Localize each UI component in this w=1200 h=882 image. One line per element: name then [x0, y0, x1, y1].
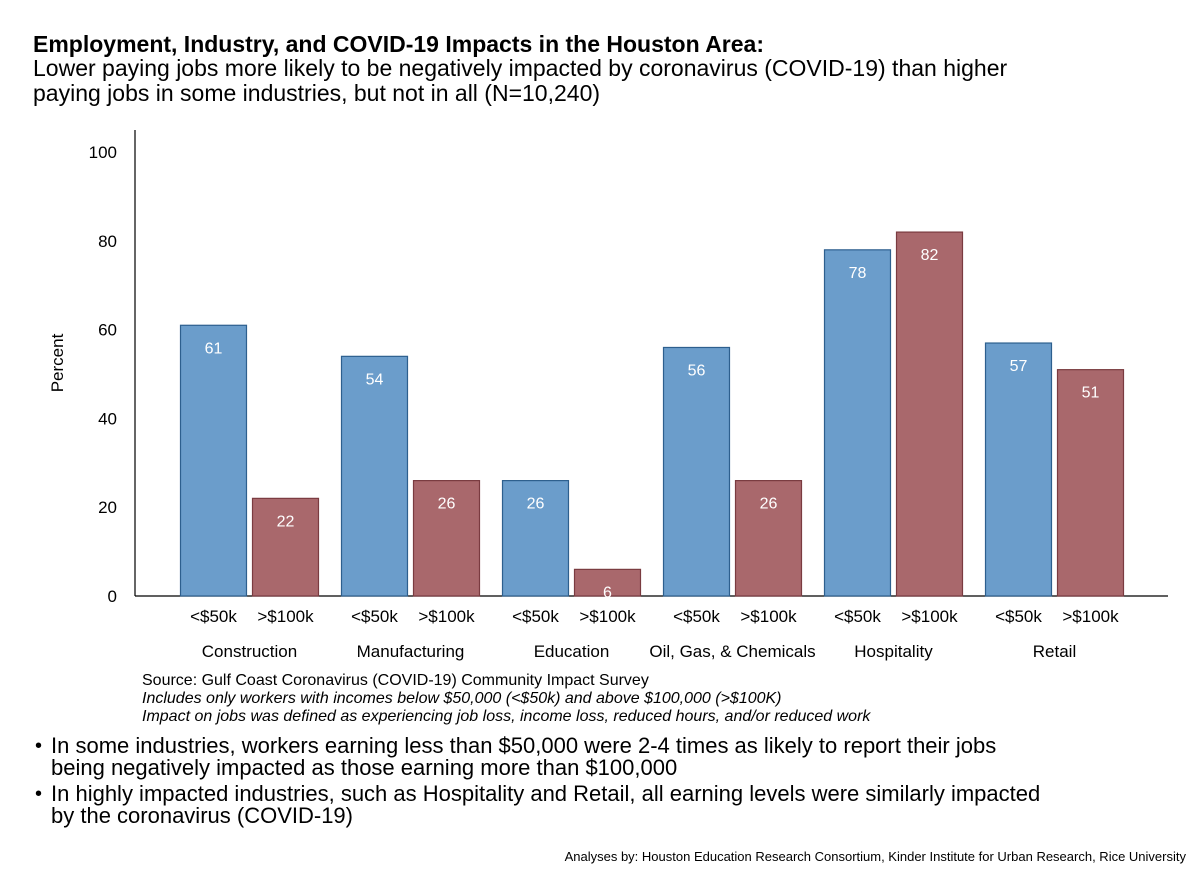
chart-notes: Source: Gulf Coast Coronavirus (COVID-19… [142, 672, 870, 726]
category-label: Manufacturing [357, 642, 465, 661]
x-tick-label: <$50k [190, 607, 237, 626]
x-tick-label: <$50k [673, 607, 720, 626]
bar [179, 324, 248, 597]
finding-item: In highly impacted industries, such as H… [33, 783, 1053, 827]
finding-item: In some industries, workers earning less… [33, 735, 1053, 779]
impact-definition-note: Impact on jobs was defined as experienci… [142, 708, 871, 725]
x-tick-label: >$100k [418, 607, 475, 626]
x-tick-label: <$50k [351, 607, 398, 626]
x-tick-label: >$100k [901, 607, 958, 626]
category-label: Oil, Gas, & Chemicals [649, 642, 815, 661]
x-tick-label: >$100k [740, 607, 797, 626]
bar-value-label: 61 [205, 340, 223, 357]
bar [662, 346, 731, 597]
bar-value-label: 6 [603, 584, 612, 601]
bar [412, 480, 481, 597]
y-axis-label: Percent [48, 333, 67, 392]
bar [734, 480, 803, 597]
chart-subtitle: Lower paying jobs more likely to be nega… [33, 55, 1008, 106]
income-note: Includes only workers with incomes below… [142, 690, 782, 707]
bar-value-label: 54 [366, 371, 384, 388]
category-label: Construction [202, 642, 297, 661]
bar [823, 249, 892, 597]
bar [1056, 369, 1125, 597]
y-tick-label: 80 [98, 232, 117, 251]
category-label: Retail [1033, 642, 1076, 661]
y-tick-label: 40 [98, 409, 117, 428]
bar-value-label: 56 [688, 362, 706, 379]
bar [340, 355, 409, 597]
bar-value-label: 57 [1010, 358, 1028, 375]
y-tick-label: 0 [108, 587, 117, 606]
bar-value-label: 26 [760, 496, 778, 513]
bar-value-label: 78 [849, 265, 867, 282]
y-tick-label: 100 [89, 143, 117, 162]
x-tick-label: >$100k [257, 607, 314, 626]
bar-value-label: 22 [277, 513, 295, 530]
key-findings: In some industries, workers earning less… [33, 735, 1053, 831]
bar-value-label: 51 [1082, 385, 1100, 402]
category-label: Hospitality [854, 642, 933, 661]
x-tick-label: <$50k [995, 607, 1042, 626]
bar [501, 480, 570, 597]
x-tick-label: >$100k [579, 607, 636, 626]
analysis-credit: Analyses by: Houston Education Research … [564, 849, 1186, 864]
x-tick-label: >$100k [1062, 607, 1119, 626]
source-note: Source: Gulf Coast Coronavirus (COVID-19… [142, 672, 649, 689]
bar-value-label: 26 [527, 496, 545, 513]
chart-title: Employment, Industry, and COVID-19 Impac… [33, 31, 764, 57]
x-tick-label: <$50k [834, 607, 881, 626]
y-tick-label: 20 [98, 498, 117, 517]
bar-value-label: 26 [438, 496, 456, 513]
x-tick-label: <$50k [512, 607, 559, 626]
bar [895, 231, 964, 597]
bar [573, 568, 642, 597]
category-label: Education [534, 642, 610, 661]
bar-value-label: 82 [921, 247, 939, 264]
bar [984, 342, 1053, 597]
y-tick-label: 60 [98, 321, 117, 340]
bar [251, 497, 320, 597]
